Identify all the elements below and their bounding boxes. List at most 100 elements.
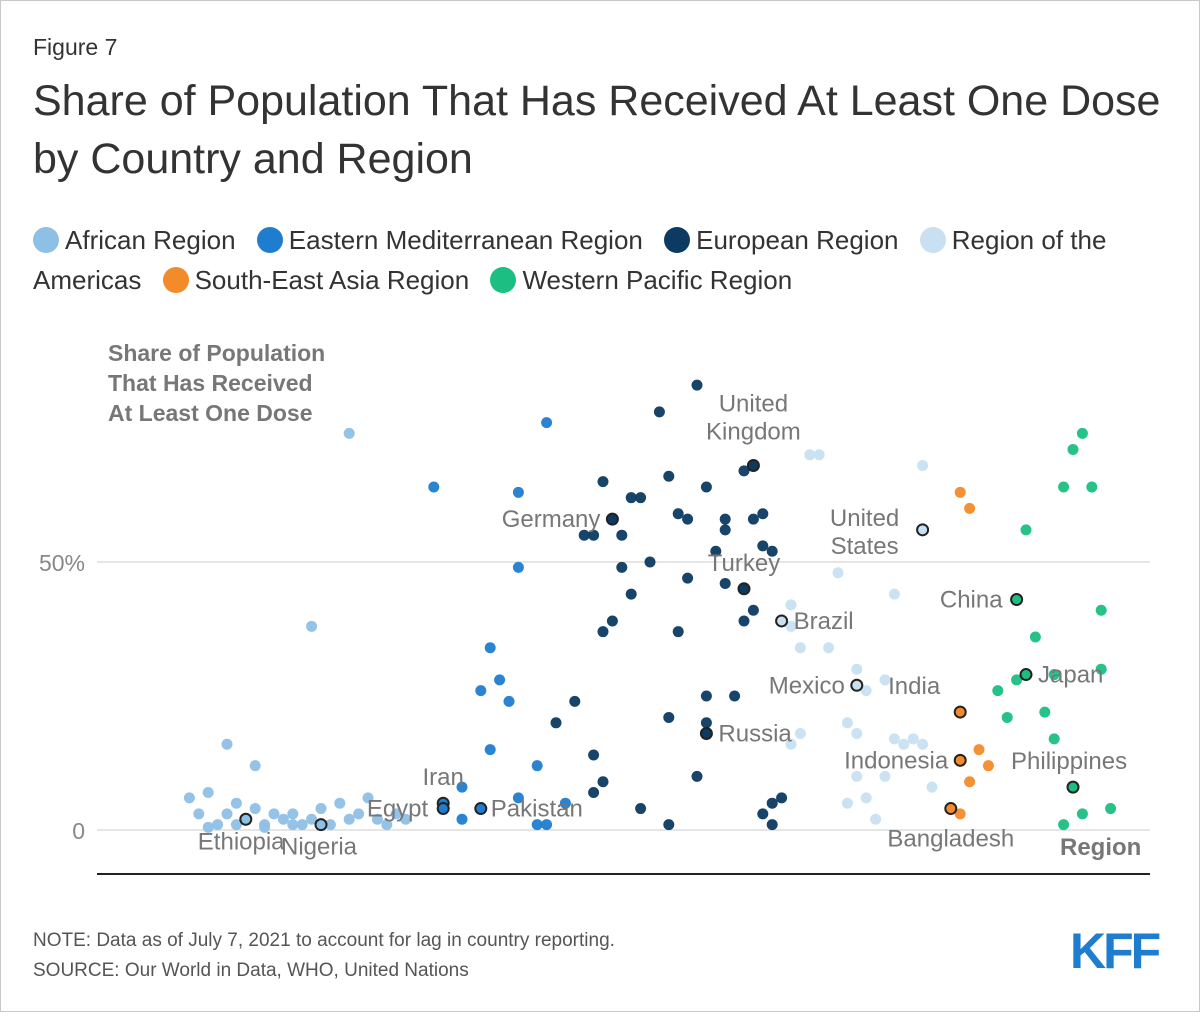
data-point: [183, 792, 195, 804]
data-point: [456, 781, 468, 793]
legend-swatch-americas: [919, 227, 946, 253]
data-point: [353, 808, 365, 820]
legend-item-americas: Region of the Americas: [33, 225, 1106, 295]
annotation-label: Mexico: [769, 672, 845, 699]
data-point: [541, 819, 553, 831]
data-point: [729, 690, 741, 702]
data-point: [1029, 631, 1041, 643]
legend-item-eastern-mediterranean: Eastern Mediterranean Region: [256, 225, 643, 255]
data-point: [597, 626, 609, 638]
data-point: [757, 540, 769, 552]
legend-item-south-east-asia: South-East Asia Region: [162, 265, 470, 295]
data-point: [512, 561, 524, 573]
data-point: [249, 760, 261, 772]
data-point: [700, 481, 712, 493]
data-point: [550, 717, 562, 729]
data-point: [682, 513, 694, 525]
data-point: [588, 786, 600, 798]
footnotes: NOTE: Data as of July 7, 2021 to account…: [33, 926, 615, 986]
data-point: [851, 663, 863, 675]
data-point: [484, 642, 496, 654]
note-text: NOTE: Data as of July 7, 2021 to account…: [33, 930, 615, 951]
data-point: [1048, 733, 1060, 745]
highlighted-point: [239, 812, 253, 826]
data-point: [691, 770, 703, 782]
data-point: [456, 813, 468, 825]
data-point: [1076, 808, 1088, 820]
data-point: [484, 744, 496, 756]
highlighted-point: [850, 678, 864, 692]
data-point: [823, 642, 835, 654]
highlighted-point: [775, 614, 789, 628]
data-point: [400, 813, 412, 825]
y-axis-label: Share of Population That Has Received At…: [108, 340, 326, 426]
data-point: [926, 781, 938, 793]
annotation-label: Germany: [502, 506, 601, 533]
data-point: [1011, 674, 1023, 686]
data-point: [1058, 819, 1070, 831]
data-point: [569, 695, 581, 707]
data-point: [343, 427, 355, 439]
highlighted-point: [737, 582, 751, 596]
data-point: [860, 685, 872, 697]
annotation-label: Bangladesh: [887, 826, 1014, 853]
data-point: [964, 502, 976, 514]
data-point: [794, 728, 806, 740]
data-point: [635, 492, 647, 504]
data-point: [371, 813, 383, 825]
legend-swatch-eastern-mediterranean: [256, 227, 283, 253]
data-point: [888, 733, 900, 745]
highlighted-point: [474, 802, 488, 816]
data-point: [324, 819, 336, 831]
data-point: [230, 797, 242, 809]
annotation-label: Ethiopia: [198, 828, 285, 855]
data-point: [700, 690, 712, 702]
data-point: [221, 808, 233, 820]
data-point: [851, 728, 863, 740]
data-point: [1095, 663, 1107, 675]
data-point: [785, 738, 797, 750]
legend-label: African Region: [65, 225, 236, 255]
data-point: [1001, 711, 1013, 723]
data-point: [719, 524, 731, 536]
data-point: [738, 615, 750, 627]
data-point: [747, 604, 759, 616]
highlighted-point: [1019, 668, 1033, 682]
data-point: [559, 797, 571, 809]
data-point: [315, 803, 327, 815]
data-point: [296, 819, 308, 831]
data-point: [1086, 481, 1098, 493]
annotation-label: Japan: [1038, 662, 1103, 689]
annotation-label: China: [940, 587, 1003, 614]
data-point: [719, 577, 731, 589]
data-point: [343, 813, 355, 825]
y-tick-label: 50%: [39, 550, 85, 576]
data-point: [879, 674, 891, 686]
data-point: [917, 738, 929, 750]
data-point: [757, 508, 769, 520]
data-point: [982, 760, 994, 772]
data-point: [672, 508, 684, 520]
data-point: [888, 588, 900, 600]
data-point: [917, 460, 929, 472]
highlighted-point: [1066, 780, 1080, 794]
data-point: [268, 808, 280, 820]
data-point: [964, 776, 976, 788]
legend-label: South-East Asia Region: [194, 265, 470, 295]
data-point: [503, 695, 515, 707]
data-point: [597, 776, 609, 788]
data-point: [766, 545, 778, 557]
data-point: [202, 821, 214, 833]
data-point: [1048, 669, 1060, 681]
data-point: [616, 561, 628, 573]
data-point: [249, 803, 261, 815]
annotation-label: India: [888, 673, 941, 700]
data-point: [531, 760, 543, 772]
legend-swatch-western-pacific: [490, 267, 517, 293]
kff-logo: KFF: [1070, 923, 1161, 979]
annotation-label: Indonesia: [844, 747, 949, 774]
data-point: [221, 738, 233, 750]
highlighted-point: [605, 512, 619, 526]
legend-swatch-european: [664, 227, 691, 253]
